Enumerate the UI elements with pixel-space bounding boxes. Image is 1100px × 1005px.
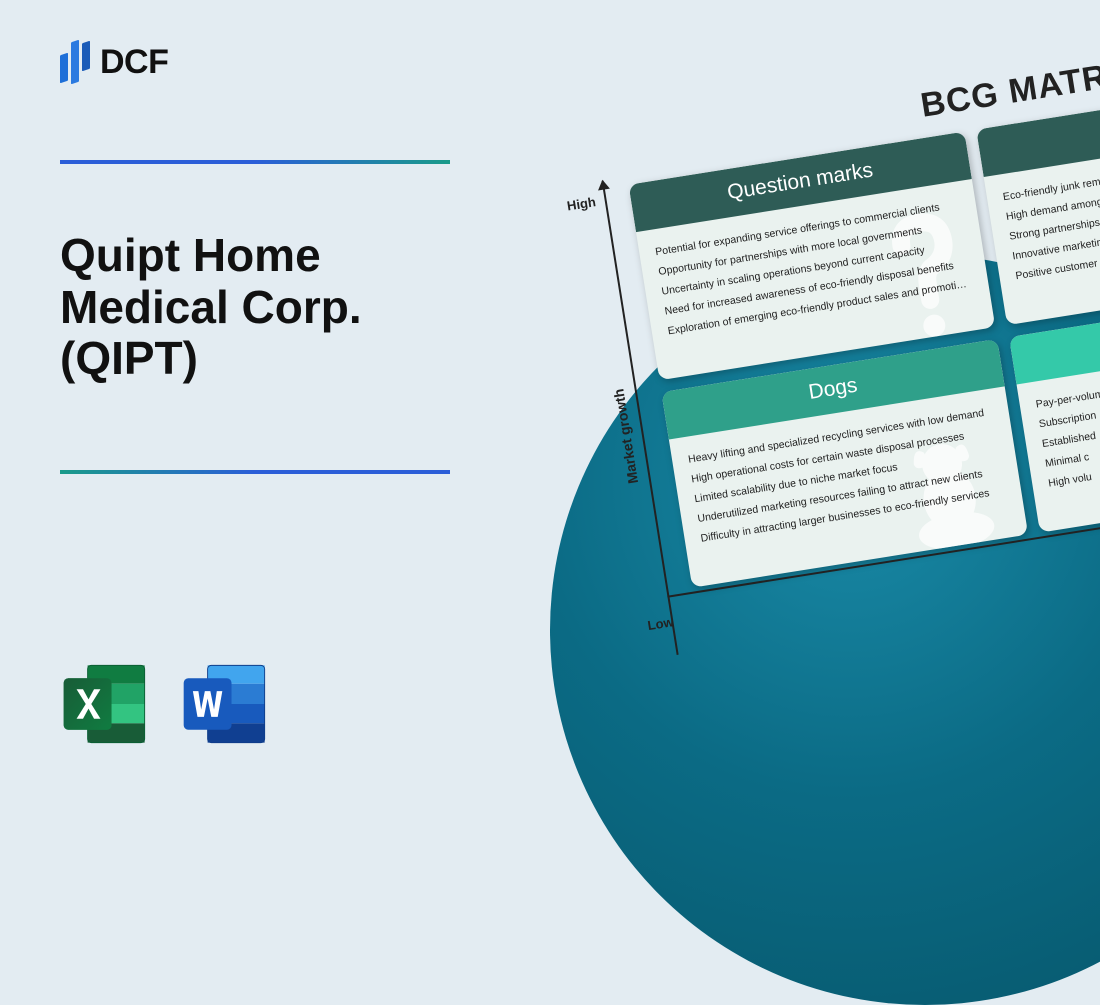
divider-top <box>60 160 450 164</box>
excel-icon <box>60 658 152 750</box>
bcg-matrix: BCG MATRIX High Low Market growth Market… <box>565 43 1100 632</box>
logo-text: DCF <box>100 43 168 82</box>
divider-bottom <box>60 470 450 474</box>
quad-stars: Eco-friendly junk removal High demand am… <box>976 98 1100 325</box>
logo-bars-icon <box>60 38 90 86</box>
app-icons-row <box>60 658 272 750</box>
matrix-grid: Question marks Potential for expanding s… <box>629 93 1100 587</box>
y-axis-high-label: High <box>566 194 597 213</box>
dcf-logo: DCF <box>60 38 168 86</box>
quad-cash-cows: Pay-per-volume Subscription Established … <box>1009 306 1100 533</box>
word-icon <box>180 658 272 750</box>
quad-question-marks: Question marks Potential for expanding s… <box>629 132 996 381</box>
matrix-axes: High Low Market growth Market share Ques… <box>573 93 1100 632</box>
page-title: Quipt Home Medical Corp. (QIPT) <box>60 230 490 385</box>
quad-dogs: Dogs Heavy lifting and specialized recyc… <box>661 339 1028 588</box>
